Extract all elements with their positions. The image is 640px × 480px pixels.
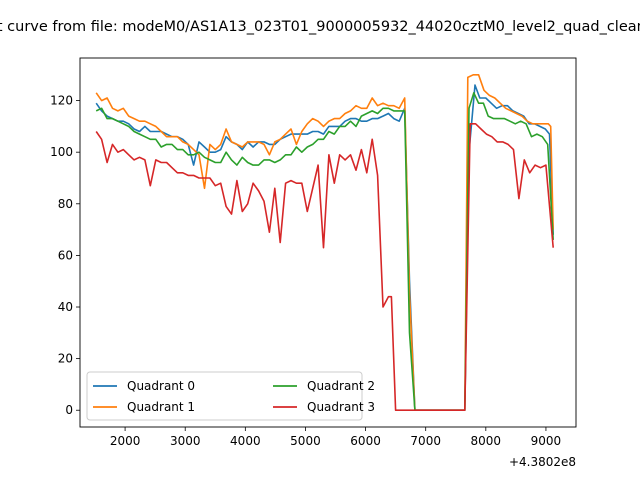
legend: Quadrant 0 Quadrant 1 Quadrant 2 Quadrant 3: [86, 371, 375, 421]
series-line-quadrant-3: [95, 123, 554, 411]
y-tick-label: 100: [50, 145, 73, 159]
legend-box: [86, 371, 363, 421]
x-tick-label: 7000: [410, 434, 441, 448]
series-line-quadrant-1: [95, 74, 554, 411]
y-axis: 0 20 40 60 80 100 120: [50, 94, 80, 417]
y-tick-label: 80: [58, 197, 73, 211]
x-tick-label: 8000: [471, 434, 502, 448]
y-tick-label: 60: [58, 248, 73, 262]
legend-label: Quadrant 3: [307, 400, 375, 414]
y-tick-label: 20: [58, 352, 73, 366]
x-tick-label: 9000: [531, 434, 562, 448]
legend-label: Quadrant 2: [307, 379, 375, 393]
y-tick-label: 120: [50, 94, 73, 108]
series-layer: [95, 74, 554, 411]
series-line-quadrant-2: [95, 92, 554, 411]
x-tick-label: 2000: [110, 434, 141, 448]
x-tick-label: 5000: [290, 434, 321, 448]
chart-title: Light curve from file: modeM0/AS1A13_023…: [0, 19, 640, 35]
x-tick-label: 6000: [350, 434, 381, 448]
y-tick-label: 40: [58, 300, 73, 314]
x-axis: 2000 3000 4000 5000 6000 7000 8000 9000: [110, 427, 561, 448]
x-axis-offset-label: +4.3802e8: [509, 455, 576, 469]
x-tick-label: 3000: [170, 434, 201, 448]
legend-label: Quadrant 1: [127, 400, 195, 414]
x-tick-label: 4000: [230, 434, 261, 448]
plot-frame: [79, 57, 577, 428]
legend-label: Quadrant 0: [127, 379, 195, 393]
y-tick-label: 0: [65, 403, 73, 417]
